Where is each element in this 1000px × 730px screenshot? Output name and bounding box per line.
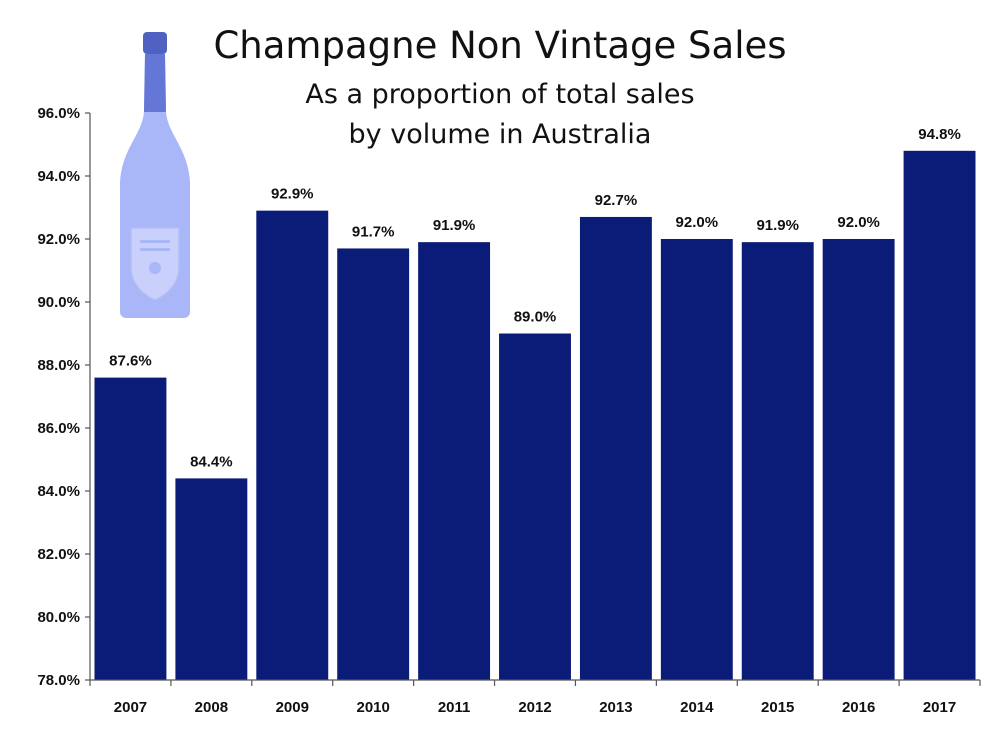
data-label-2013: 92.7% bbox=[595, 192, 638, 209]
champagne-bottle-icon bbox=[120, 32, 190, 318]
bar-2017 bbox=[903, 150, 976, 681]
chart-subtitle-line2: by volume in Australia bbox=[349, 119, 652, 150]
x-tick-label-2015: 2015 bbox=[761, 699, 794, 716]
x-tick-label-2009: 2009 bbox=[276, 699, 309, 716]
data-label-2015: 91.9% bbox=[756, 217, 799, 234]
data-label-2016: 92.0% bbox=[837, 214, 880, 231]
y-tick-label: 80.0% bbox=[37, 609, 80, 626]
x-tick-label-2011: 2011 bbox=[438, 699, 471, 716]
x-tick-label-2013: 2013 bbox=[599, 699, 632, 716]
bar-2012 bbox=[499, 333, 571, 680]
bar-2013 bbox=[579, 216, 652, 680]
bar-2014 bbox=[660, 239, 733, 680]
chart-subtitle-line1: As a proportion of total sales bbox=[305, 79, 694, 110]
data-label-2011: 91.9% bbox=[433, 217, 476, 234]
x-tick-label-2008: 2008 bbox=[195, 699, 228, 716]
data-label-2008: 84.4% bbox=[190, 453, 233, 470]
bar-2010 bbox=[337, 248, 410, 680]
bar-2016 bbox=[822, 239, 895, 680]
bar-2015 bbox=[741, 242, 814, 680]
y-tick-label: 94.0% bbox=[37, 168, 80, 185]
y-tick-label: 90.0% bbox=[37, 294, 80, 311]
x-tick-label-2010: 2010 bbox=[356, 699, 389, 716]
y-tick-label: 86.0% bbox=[37, 420, 80, 437]
data-label-2009: 92.9% bbox=[271, 186, 314, 203]
y-tick-label: 78.0% bbox=[37, 672, 80, 689]
y-tick-label: 82.0% bbox=[37, 546, 80, 563]
data-label-2014: 92.0% bbox=[676, 214, 719, 231]
data-label-2012: 89.0% bbox=[514, 309, 557, 326]
x-axis: 2007 2008 2009 2010 2011 2012 2013 2014 2015 2016… bbox=[89, 679, 981, 716]
y-tick-label: 92.0% bbox=[37, 231, 80, 248]
y-tick-label: 88.0% bbox=[37, 357, 80, 374]
y-axis: 78.0% 80.0% 82.0% 84.0% 86.0% 88.0% 90.0% 92.0%… bbox=[37, 105, 91, 689]
bar-series: 87.6% 84.4% 92.9% 91.7% 91.9% 89.0% 92.7% 92.0%… bbox=[94, 126, 976, 681]
chart-title: Champagne Non Vintage Sales bbox=[213, 24, 786, 67]
bar-2011 bbox=[418, 242, 491, 680]
bar-2007 bbox=[94, 377, 167, 680]
y-tick-label: 96.0% bbox=[37, 105, 80, 122]
data-label-2010: 91.7% bbox=[352, 223, 395, 240]
data-label-2007: 87.6% bbox=[109, 353, 152, 370]
x-tick-label-2014: 2014 bbox=[680, 699, 714, 716]
x-tick-label-2017: 2017 bbox=[923, 699, 956, 716]
bar-2008 bbox=[175, 478, 248, 680]
data-label-2017: 94.8% bbox=[918, 126, 961, 143]
x-tick-label-2012: 2012 bbox=[518, 699, 551, 716]
bar-2009 bbox=[256, 210, 329, 680]
y-tick-label: 84.0% bbox=[37, 483, 80, 500]
x-tick-label-2016: 2016 bbox=[842, 699, 875, 716]
x-tick-label-2007: 2007 bbox=[114, 699, 147, 716]
